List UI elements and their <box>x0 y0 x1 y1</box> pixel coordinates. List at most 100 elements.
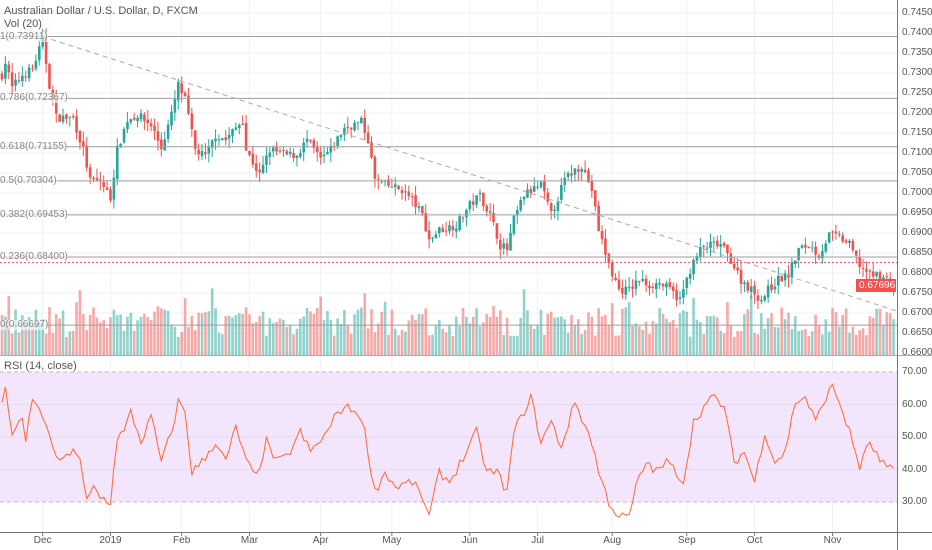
volume-bar <box>871 317 875 355</box>
volume-bar <box>712 315 716 355</box>
volume-bar <box>834 312 838 355</box>
volume-bar <box>851 326 855 355</box>
volume-bar <box>539 309 543 355</box>
candle-body <box>861 268 865 270</box>
candle-body <box>85 145 89 168</box>
volume-bar <box>424 308 428 355</box>
volume-bar <box>105 328 109 355</box>
candle-body <box>366 132 370 144</box>
volume-bar <box>231 317 234 355</box>
volume-bar <box>132 330 136 355</box>
candle-body <box>285 151 289 155</box>
volume-bar <box>285 326 289 355</box>
volume-bar <box>41 319 44 355</box>
candle-body <box>329 145 333 153</box>
volume-bar <box>248 314 251 355</box>
volume-bar <box>451 336 455 355</box>
volume-bar <box>31 326 34 355</box>
candle-body <box>671 286 675 291</box>
volume-bar <box>78 290 82 355</box>
volume-bar <box>214 308 217 355</box>
volume-bar <box>288 325 292 355</box>
volume-bar <box>641 329 645 355</box>
candle-body <box>424 213 428 232</box>
candle-body <box>315 147 319 153</box>
fib-level-label: 0.382(0.69453) <box>0 208 68 220</box>
candle-body <box>465 209 468 218</box>
volume-bar <box>356 309 360 355</box>
volume-bar <box>668 322 672 355</box>
rsi-tick-label: 70.00 <box>902 366 928 377</box>
candle-body <box>241 124 244 126</box>
time-tick-label: Dec <box>33 535 52 546</box>
volume-bar <box>777 327 780 355</box>
volume-bar <box>532 328 536 355</box>
candle-body <box>834 231 838 234</box>
volume-bar <box>695 319 699 355</box>
candle-body <box>824 243 828 252</box>
candle-body <box>105 187 109 190</box>
volume-bar <box>458 326 461 355</box>
candle-body <box>739 269 743 284</box>
candle-body <box>336 136 339 146</box>
candle-body <box>397 186 400 190</box>
candle-body <box>143 114 146 121</box>
volume-bar <box>448 325 451 355</box>
candle-body <box>299 153 302 157</box>
candle-body <box>715 240 719 247</box>
time-tick-label: Jun <box>461 535 478 546</box>
volume-bar <box>400 329 404 355</box>
volume-bar <box>95 317 99 355</box>
volume-bar <box>478 326 482 355</box>
volume-bar <box>854 334 858 355</box>
candle-body <box>651 287 655 289</box>
volume-bar <box>590 316 594 355</box>
candle-body <box>132 117 136 120</box>
candle-body <box>638 281 641 283</box>
volume-bar <box>197 312 200 355</box>
candle-body <box>526 189 529 198</box>
volume-bar <box>244 307 248 355</box>
volume-bar <box>865 335 868 355</box>
candle-body <box>139 113 143 120</box>
volume-bar <box>360 307 363 355</box>
volume-bar <box>665 318 668 355</box>
candle-body <box>563 177 567 185</box>
volume-bar <box>566 332 570 355</box>
volume-bar <box>17 332 21 355</box>
volume-bar <box>278 318 282 355</box>
candle-body <box>92 177 95 180</box>
candle-body <box>868 270 872 272</box>
candle-body <box>688 274 692 279</box>
candle-body <box>668 282 672 287</box>
candle-body <box>600 231 604 240</box>
candle-body <box>488 211 492 213</box>
volume-bar <box>339 324 343 355</box>
time-tick-label: Mar <box>240 535 259 546</box>
candle-body <box>841 235 845 242</box>
volume-bar <box>892 319 895 355</box>
volume-bar <box>58 318 61 355</box>
volume-bar <box>604 314 607 355</box>
candle-body <box>475 195 478 205</box>
volume-bar <box>383 301 387 355</box>
candle-body <box>800 245 804 249</box>
candle-body <box>753 285 756 295</box>
candle-body <box>214 138 217 142</box>
volume-bar <box>838 326 841 355</box>
candle-body <box>166 124 170 139</box>
candle-body <box>522 196 526 200</box>
candle-body <box>763 296 767 301</box>
volume-bar <box>658 307 661 355</box>
candle-body <box>607 253 611 264</box>
volume-bar <box>722 333 726 355</box>
volume-bar <box>404 331 407 355</box>
candle-body <box>610 262 614 277</box>
volume-bar <box>61 310 65 355</box>
candle-body <box>390 186 394 188</box>
candle-body <box>187 95 190 114</box>
candle-body <box>515 210 519 216</box>
